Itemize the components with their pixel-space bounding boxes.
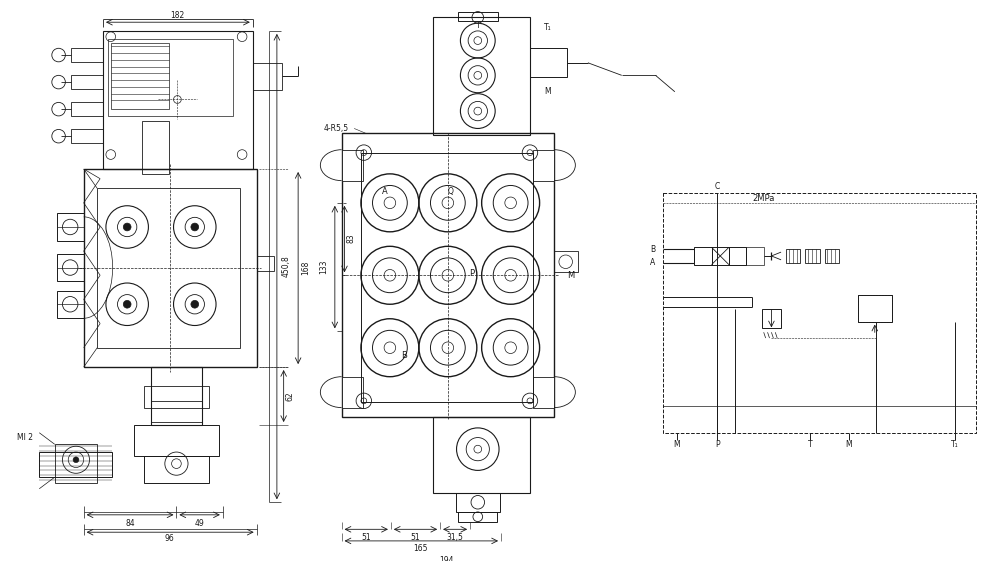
Bar [71,103,103,116]
Bar [361,153,533,402]
Text: M: M [673,440,680,449]
Text: 2MPa: 2MPa [752,195,774,204]
Bar [554,251,578,273]
Text: 84: 84 [125,519,135,528]
Text: C: C [715,182,720,191]
Text: 31,5: 31,5 [446,532,463,541]
Text: 83: 83 [347,234,356,243]
Text: A: A [382,187,388,196]
Bar [458,512,497,522]
Text: Ml 2: Ml 2 [17,434,33,443]
Text: 194: 194 [440,556,454,561]
Bar [257,256,274,272]
Bar [342,134,554,417]
Bar [55,444,97,483]
Text: A: A [650,258,656,267]
Bar [458,12,498,21]
Text: T₁: T₁ [544,22,552,31]
Bar [530,48,567,77]
Bar [663,193,976,433]
Bar [142,121,169,174]
Bar [57,214,84,241]
Bar [57,291,84,318]
Bar [433,17,530,135]
Circle shape [191,300,199,308]
Bar [71,130,103,143]
Text: 96: 96 [165,535,175,544]
Text: T₁: T₁ [951,440,959,449]
Text: 168: 168 [301,260,310,275]
Text: P: P [469,269,475,278]
Text: 133: 133 [319,259,328,274]
Bar [712,247,729,265]
Text: 62: 62 [286,391,295,401]
Text: T: T [808,440,812,449]
Circle shape [123,300,131,308]
Bar [144,456,209,483]
Bar [858,295,892,321]
Bar [253,63,282,90]
Bar [786,249,800,263]
Text: Q: Q [448,187,454,196]
Text: 51: 51 [410,532,420,541]
Bar [97,188,240,348]
Circle shape [191,223,199,231]
Bar [342,150,363,181]
Text: B: B [650,245,656,254]
Bar [57,254,84,281]
Bar [151,401,202,422]
Bar [433,417,530,493]
Bar [533,150,554,181]
Bar [108,39,233,116]
Text: 49: 49 [195,519,204,528]
Circle shape [123,223,131,231]
Bar [111,43,169,109]
Text: M: M [845,440,852,449]
Text: 450,8: 450,8 [282,256,291,278]
Bar [533,376,554,408]
Circle shape [73,457,79,463]
Bar [71,48,103,62]
Text: M: M [567,271,574,280]
Text: 182: 182 [170,11,185,20]
Text: 51: 51 [361,532,371,541]
Bar [151,367,202,425]
Bar [134,425,219,456]
Bar [84,169,257,367]
Bar [342,376,363,408]
Bar [694,247,712,265]
Bar [746,247,764,265]
Bar [456,493,500,512]
Bar [103,31,253,169]
Bar [144,387,209,408]
Text: P: P [715,440,720,449]
Text: 165: 165 [414,544,428,553]
Bar [825,249,839,263]
Bar [71,75,103,89]
Bar [805,249,820,263]
Bar [39,452,112,477]
Bar [762,309,781,328]
Text: M: M [544,88,551,96]
Bar [858,295,892,321]
Text: T: T [475,21,480,30]
Text: B: B [401,351,407,360]
Bar [729,247,746,265]
Text: 4-R5,5: 4-R5,5 [323,124,348,133]
